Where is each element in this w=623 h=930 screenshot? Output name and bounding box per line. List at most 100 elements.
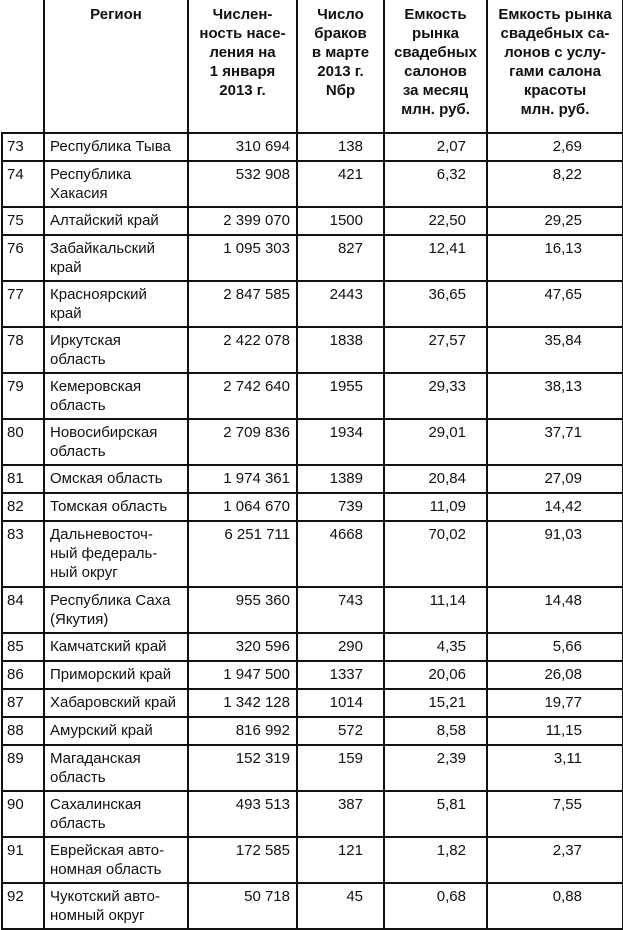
- region-cell: Кемеровская область: [43, 372, 189, 420]
- marriages-cell: 827: [296, 234, 385, 282]
- marriages-cell: 1337: [296, 660, 385, 690]
- population-cell: 320 596: [187, 632, 298, 662]
- row-number-cell: 86: [1, 660, 45, 690]
- capacity-cell: 22,50: [383, 206, 488, 236]
- capacity-beauty-cell: 91,03: [486, 520, 623, 588]
- table-header-row: Регион Числен- ность насе- ления на 1 ян…: [2, 0, 623, 134]
- table-row: 88 Амурский край 816 992 572 8,58 11,15: [1, 716, 623, 746]
- region-cell: Хабаровский край: [43, 688, 189, 718]
- marriages-cell: 572: [296, 716, 385, 746]
- row-number-cell: 85: [1, 632, 45, 662]
- population-cell: 955 360: [187, 586, 298, 634]
- region-cell: Алтайский край: [43, 206, 189, 236]
- capacity-beauty-cell: 5,66: [486, 632, 623, 662]
- region-cell: Еврейская авто- номная область: [43, 836, 189, 884]
- marriages-cell: 1014: [296, 688, 385, 718]
- region-cell: Забайкальский край: [43, 234, 189, 282]
- capacity-cell: 29,33: [383, 372, 488, 420]
- marriages-cell: 290: [296, 632, 385, 662]
- capacity-beauty-cell: 37,71: [486, 418, 623, 466]
- table-row: 77 Красноярский край 2 847 585 2443 36,65 47,…: [1, 280, 623, 328]
- region-cell: Томская область: [43, 492, 189, 522]
- population-cell: 1 095 303: [187, 234, 298, 282]
- capacity-beauty-cell: 14,42: [486, 492, 623, 522]
- row-number-cell: 81: [1, 464, 45, 494]
- population-cell: 1 342 128: [187, 688, 298, 718]
- row-number-cell: 80: [1, 418, 45, 466]
- row-number-cell: 87: [1, 688, 45, 718]
- table-row: 78 Иркутская область 2 422 078 1838 27,57 35,…: [1, 326, 623, 374]
- capacity-cell: 2,39: [383, 744, 488, 792]
- capacity-beauty-cell: 7,55: [486, 790, 623, 838]
- capacity-cell: 11,09: [383, 492, 488, 522]
- region-cell: Приморский край: [43, 660, 189, 690]
- population-cell: 1 947 500: [187, 660, 298, 690]
- marriages-cell: 739: [296, 492, 385, 522]
- row-number-cell: 82: [1, 492, 45, 522]
- region-cell: Республика Тыва: [43, 132, 189, 162]
- marriages-cell: 121: [296, 836, 385, 884]
- table-row: 90 Сахалинская область 493 513 387 5,81 7,55: [1, 790, 623, 838]
- capacity-beauty-cell: 27,09: [486, 464, 623, 494]
- capacity-beauty-cell: 26,08: [486, 660, 623, 690]
- capacity-cell: 0,68: [383, 882, 488, 930]
- capacity-beauty-cell: 8,22: [486, 160, 623, 208]
- header-number: [2, 0, 45, 134]
- table-row: 86 Приморский край 1 947 500 1337 20,06 26,08: [1, 660, 623, 690]
- capacity-cell: 1,82: [383, 836, 488, 884]
- region-cell: Амурский край: [43, 716, 189, 746]
- capacity-beauty-cell: 38,13: [486, 372, 623, 420]
- row-number-cell: 77: [1, 280, 45, 328]
- row-number-cell: 75: [1, 206, 45, 236]
- capacity-beauty-cell: 11,15: [486, 716, 623, 746]
- capacity-beauty-cell: 2,69: [486, 132, 623, 162]
- capacity-cell: 20,84: [383, 464, 488, 494]
- capacity-beauty-cell: 29,25: [486, 206, 623, 236]
- capacity-beauty-cell: 16,13: [486, 234, 623, 282]
- region-cell: Республика Хакасия: [43, 160, 189, 208]
- table-row: 74 Республика Хакасия 532 908 421 6,32 8,22: [1, 160, 623, 208]
- capacity-cell: 27,57: [383, 326, 488, 374]
- population-cell: 152 319: [187, 744, 298, 792]
- header-capacity: Емкость рынка свадебных салонов за месяц…: [383, 0, 488, 134]
- population-cell: 2 422 078: [187, 326, 298, 374]
- row-number-cell: 73: [1, 132, 45, 162]
- capacity-cell: 20,06: [383, 660, 488, 690]
- marriages-cell: 2443: [296, 280, 385, 328]
- table-row: 85 Камчатский край 320 596 290 4,35 5,66: [1, 632, 623, 662]
- region-cell: Республика Саха (Якутия): [43, 586, 189, 634]
- table-row: 73 Республика Тыва 310 694 138 2,07 2,69: [1, 132, 623, 162]
- row-number-cell: 92: [1, 882, 45, 930]
- row-number-cell: 78: [1, 326, 45, 374]
- region-cell: Чукотский авто- номный округ: [43, 882, 189, 930]
- capacity-beauty-cell: 14,48: [486, 586, 623, 634]
- capacity-cell: 5,81: [383, 790, 488, 838]
- row-number-cell: 84: [1, 586, 45, 634]
- row-number-cell: 76: [1, 234, 45, 282]
- population-cell: 2 847 585: [187, 280, 298, 328]
- capacity-cell: 6,32: [383, 160, 488, 208]
- capacity-beauty-cell: 0,88: [486, 882, 623, 930]
- population-cell: 532 908: [187, 160, 298, 208]
- row-number-cell: 83: [1, 520, 45, 588]
- capacity-cell: 4,35: [383, 632, 488, 662]
- capacity-beauty-cell: 3,11: [486, 744, 623, 792]
- population-cell: 50 718: [187, 882, 298, 930]
- marriages-cell: 159: [296, 744, 385, 792]
- table-row: 82 Томская область 1 064 670 739 11,09 14,42: [1, 492, 623, 522]
- capacity-cell: 70,02: [383, 520, 488, 588]
- population-cell: 1 064 670: [187, 492, 298, 522]
- header-region: Регион: [43, 0, 189, 134]
- region-cell: Камчатский край: [43, 632, 189, 662]
- region-cell: Сахалинская область: [43, 790, 189, 838]
- header-population: Числен- ность насе- ления на 1 января 20…: [187, 0, 298, 134]
- table-row: 75 Алтайский край 2 399 070 1500 22,50 29,25: [1, 206, 623, 236]
- population-cell: 2 709 836: [187, 418, 298, 466]
- table-row: 79 Кемеровская область 2 742 640 1955 29,33 3…: [1, 372, 623, 420]
- population-cell: 816 992: [187, 716, 298, 746]
- capacity-beauty-cell: 19,77: [486, 688, 623, 718]
- table-row: 76 Забайкальский край 1 095 303 827 12,41 16,…: [1, 234, 623, 282]
- population-cell: 310 694: [187, 132, 298, 162]
- region-cell: Новосибирская область: [43, 418, 189, 466]
